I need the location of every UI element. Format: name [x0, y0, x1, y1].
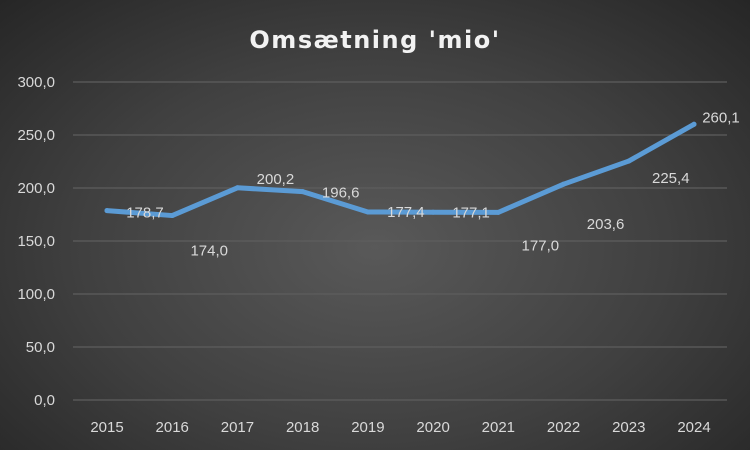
data-label: 174,0 [190, 243, 228, 260]
data-label: 177,0 [522, 237, 560, 254]
chart-title: Omsætning 'mio' [249, 26, 500, 54]
data-label: 196,6 [322, 185, 360, 202]
data-label: 225,4 [652, 170, 690, 187]
data-point [561, 181, 567, 187]
y-tick-label: 200,0 [17, 180, 55, 197]
x-tick-label: 2017 [221, 419, 254, 436]
x-tick-label: 2023 [612, 419, 645, 436]
data-point [300, 189, 306, 195]
y-tick-label: 300,0 [17, 74, 55, 91]
data-label: 200,2 [257, 171, 295, 188]
series-line [104, 121, 697, 219]
x-tick-label: 2019 [351, 419, 384, 436]
y-tick-label: 50,0 [26, 339, 55, 356]
data-label: 178,7 [126, 205, 164, 222]
x-tick-label: 2018 [286, 419, 319, 436]
x-tick-label: 2020 [416, 419, 449, 436]
y-tick-label: 0,0 [34, 392, 55, 409]
data-label: 203,6 [587, 216, 625, 233]
data-point [169, 213, 175, 219]
x-tick-label: 2022 [547, 419, 580, 436]
y-tick-label: 100,0 [17, 286, 55, 303]
data-label: 177,4 [387, 204, 425, 221]
data-point [691, 121, 697, 127]
x-tick-label: 2024 [677, 419, 710, 436]
data-label: 260,1 [702, 109, 740, 126]
y-tick-label: 150,0 [17, 233, 55, 250]
data-point [104, 208, 110, 214]
x-tick-label: 2016 [156, 419, 189, 436]
data-point [365, 209, 371, 215]
data-point [495, 209, 501, 215]
data-point [626, 158, 632, 164]
y-tick-label: 250,0 [17, 127, 55, 144]
x-tick-label: 2015 [90, 419, 123, 436]
x-tick-label: 2021 [482, 419, 515, 436]
data-label: 177,1 [452, 204, 490, 221]
data-point [430, 209, 436, 215]
data-point [234, 185, 240, 191]
